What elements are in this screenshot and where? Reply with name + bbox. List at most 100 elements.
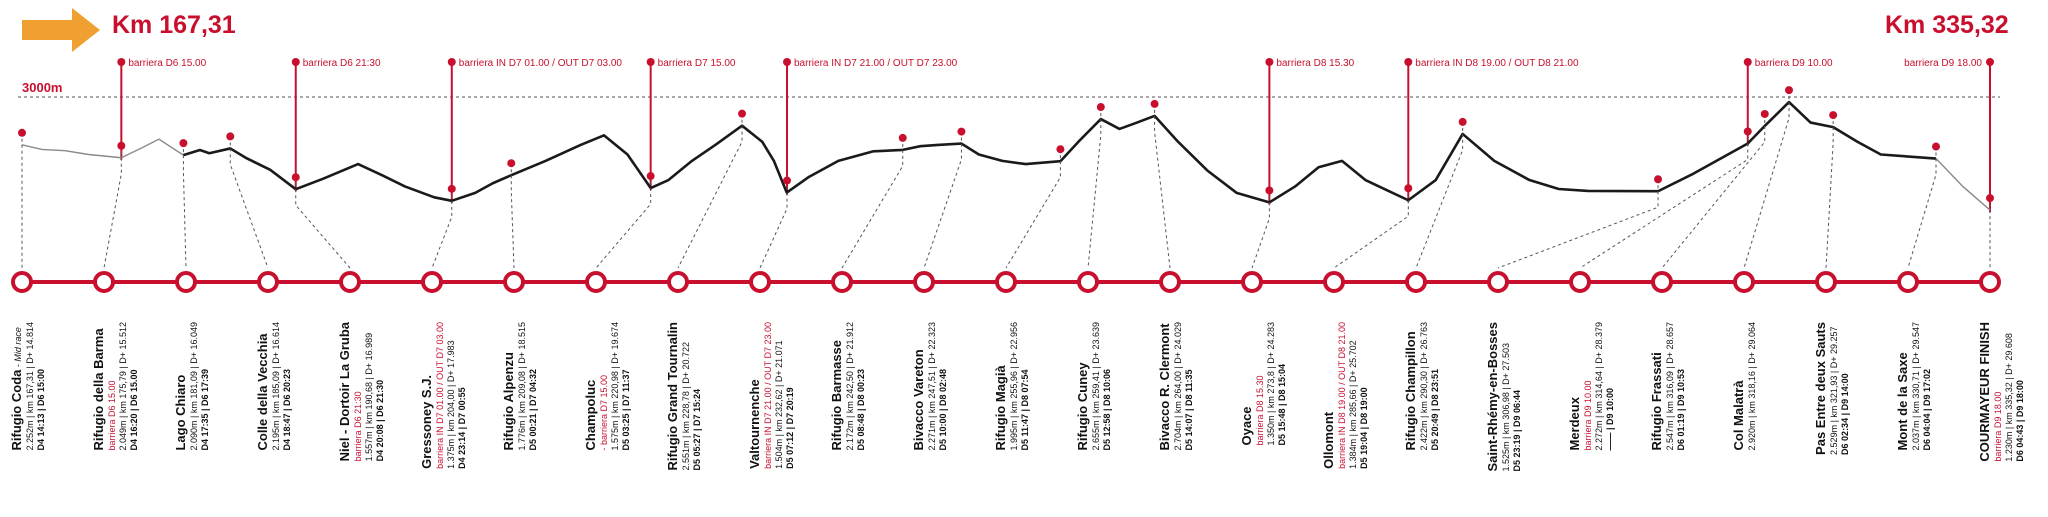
- station-7-stats: 1.575m | km 220,98 | D+ 19.674: [610, 322, 620, 451]
- station-5-label-block: Gressoney S.J. barriera IN D7 01.00 / OUT…: [419, 322, 467, 469]
- station-15-connector: [1251, 196, 1270, 269]
- station-4-times: D4 20:08 | D6 21:30: [375, 380, 385, 462]
- station-15-profile-dot: [1265, 186, 1274, 195]
- station-3-connector: [229, 142, 269, 269]
- station-13-ring: [1077, 271, 1099, 293]
- station-14-name: Bivacco R. Clermont: [1157, 323, 1172, 451]
- station-4-barrier-dot: [291, 58, 300, 66]
- station-14-profile-dot: [1150, 99, 1159, 108]
- station-7-name: Champoluc: [583, 380, 598, 451]
- station-7-connector: [595, 182, 652, 269]
- station-15-barrier-label: barriera D8 15.30: [1255, 375, 1265, 445]
- station-17-label-block: Rifugio Champillon 2.422m | km 290,30 | D…: [1403, 322, 1440, 451]
- station-6-profile-dot: [507, 159, 516, 168]
- station-18-ring: [1487, 271, 1509, 293]
- station-20-profile-dot: [1760, 109, 1769, 118]
- station-16-barrier-label: barriera IN D8 19.00 / OUT D8 21.00: [1337, 322, 1347, 469]
- station-9-barrier-label: barriera IN D7 21.00 / OUT D7 23.00: [763, 322, 773, 469]
- station-19-times: —— | D9 10:00: [1605, 388, 1615, 451]
- station-0-profile-dot: [18, 128, 26, 137]
- station-22-ring: [1815, 271, 1837, 293]
- station-7-label-block: Champoluc - barriera D7 15.00 1.575m | km…: [583, 322, 631, 451]
- station-6-ring: [503, 271, 525, 293]
- station-5-connector: [431, 194, 453, 269]
- km-start-label: Km 167,31: [112, 11, 236, 39]
- station-16-barrier-top-label: barriera IN D8 19.00 / OUT D8 21.00: [1415, 58, 1579, 69]
- station-4-label-block: Niel - Dortoir La Gruba barriera D6 21:30…: [337, 321, 385, 461]
- station-11-stats: 2.271m | km 247,51 | D+ 22.323: [927, 322, 937, 451]
- station-11-profile-dot: [957, 127, 966, 136]
- station-24-ring: [1979, 271, 2001, 293]
- station-12-label-block: Rifugio Magià 1.995m | km 255,96 | D+ 22.…: [993, 322, 1030, 451]
- station-22-stats: 2.529m | km 321,93 | D+ 29.257: [1829, 326, 1839, 455]
- station-4-stats: 1.557m | km 190,68 | D+ 16.989: [364, 333, 374, 462]
- reference-line-label: 3000m: [22, 80, 62, 95]
- station-13-stats: 2.655m | km 259,41 | D+ 23.639: [1091, 322, 1101, 451]
- station-14-connector: [1154, 109, 1171, 269]
- station-8-times: D5 05:27 | D7 15:24: [692, 389, 702, 471]
- station-17-ring: [1405, 271, 1427, 293]
- station-5-times: D4 23:14 | D7 00:55: [457, 387, 467, 469]
- station-21-stats: 2.920m | km 318,16 | D+ 29.064: [1747, 322, 1757, 451]
- station-8-name: Rifugio Grand Tournalin: [665, 322, 680, 471]
- station-5-name: Gressoney S.J.: [419, 375, 434, 469]
- station-14-times: D5 14:07 | D8 11:35: [1184, 369, 1194, 450]
- station-0-ring: [11, 271, 33, 293]
- station-0-times: D4 14:13 | D6 15:00: [36, 369, 46, 451]
- station-15-times: D5 15:48 | D8 15:04: [1277, 364, 1287, 446]
- station-2-name: Lago Chiaro: [173, 375, 188, 451]
- station-14-ring: [1159, 271, 1181, 293]
- station-12-times: D5 11:47 | D8 07:54: [1020, 369, 1030, 450]
- station-15-stats: 1.350m | km 273,8 | D+ 24.283: [1266, 322, 1276, 446]
- station-24-barrier-top-label: barriera D9 18.00: [1904, 58, 1982, 69]
- station-10-name: Rifugio Barmasse: [829, 340, 844, 451]
- station-1-barrier-label: barriera D6 15.00: [107, 380, 117, 450]
- station-10-connector: [841, 143, 904, 269]
- station-22-profile-dot: [1829, 111, 1838, 120]
- station-21-connector: [1743, 96, 1790, 269]
- station-4-connector: [295, 183, 351, 269]
- station-15-label-block: Oyace barriera D8 15.30 1.350m | km 273,8 …: [1239, 322, 1287, 446]
- station-9-times: D5 07:12 | D7 20:19: [785, 387, 795, 469]
- station-7-barrier-top-label: barriera D7 15.00: [658, 58, 736, 69]
- station-10-ring: [831, 271, 853, 293]
- station-14-stats: 2.704m | km 264,00 | D+ 24.029: [1173, 322, 1183, 451]
- station-20-times: D6 01:19 | D9 10:53: [1676, 369, 1686, 451]
- station-10-stats: 2.172m | km 242,50 | D+ 21.912: [845, 322, 855, 451]
- station-3-times: D4 18:47 | D6 20:23: [282, 369, 292, 451]
- station-18-name: Saint-Rhémy-en-Bosses: [1485, 322, 1500, 472]
- station-2-label-block: Lago Chiaro 2.090m | km 181,09 | D+ 16.04…: [173, 322, 210, 451]
- station-7-times: D5 03:25 | D7 11:37: [621, 369, 631, 450]
- station-15-barrier-dot: [1265, 58, 1274, 66]
- station-13-label-block: Rifugio Cuney 2.655m | km 259,41 | D+ 23.…: [1075, 322, 1112, 451]
- station-24-times: D6 04:43 | D9 18:00: [2015, 380, 2025, 462]
- station-23-ring: [1897, 271, 1919, 293]
- station-16-stats: 1.384m | km 285,66 | D+ 25.702: [1348, 340, 1358, 469]
- station-5-profile-dot: [447, 184, 456, 193]
- station-3-label-block: Colle della Vecchia 2.195m | km 185,09 | …: [255, 322, 292, 451]
- station-6-name: Rifugio Alpenzu: [501, 352, 516, 451]
- station-11-connector: [923, 137, 962, 269]
- station-8-profile-dot: [738, 109, 747, 118]
- station-19-stats: 2.272m | km 314,64 | D+ 28.379: [1594, 322, 1604, 451]
- station-12-connector: [1005, 155, 1061, 269]
- station-1-stats: 2.049m | km 175,79 | D+ 15.512: [118, 322, 128, 451]
- station-6-connector: [510, 169, 515, 269]
- station-23-name: Mont de la Saxe: [1895, 352, 1910, 450]
- station-20-ring: [1651, 271, 1673, 293]
- station-19-name: Merdeux: [1567, 396, 1582, 450]
- station-1-ring: [93, 271, 115, 293]
- station-16-profile-dot: [1404, 184, 1413, 193]
- station-9-stats: 1.504m | km 232,62 | D+ 21.071: [774, 340, 784, 469]
- station-21-profile-dot: [1784, 86, 1793, 95]
- station-18-profile-dot: [1654, 175, 1663, 184]
- station-22-label-block: Pas Entre deux Sauts 2.529m | km 321,93 |…: [1813, 322, 1850, 455]
- station-8-stats: 2.551m | km 228,78 | D+ 20.722: [681, 342, 691, 471]
- station-2-times: D4 17:35 | D6 17:39: [200, 369, 210, 451]
- station-9-barrier-dot: [783, 58, 792, 66]
- station-9-ring: [749, 271, 771, 293]
- station-23-label-block: Mont de la Saxe 2.037m | km 330,71 | D+ 2…: [1895, 322, 1932, 451]
- km-end-label: Km 335,32: [1885, 11, 2009, 39]
- station-16-barrier-dot: [1404, 58, 1413, 66]
